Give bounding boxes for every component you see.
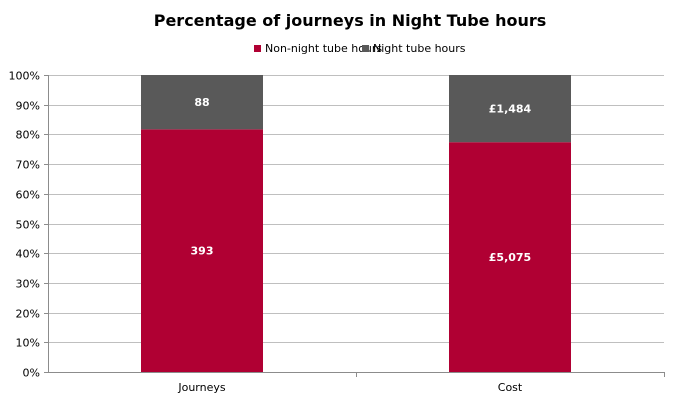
- y-tick-label: 0%: [23, 367, 40, 380]
- y-tick-label: 30%: [16, 278, 40, 291]
- legend-swatch-night: [362, 45, 369, 52]
- bar-segment: [449, 142, 571, 372]
- data-label: 393: [191, 245, 214, 258]
- y-tick-label: 100%: [9, 70, 40, 83]
- bar-segment: [141, 75, 263, 130]
- y-tick-label: 70%: [16, 159, 40, 172]
- y-tick-label: 50%: [16, 219, 40, 232]
- y-tick-label: 60%: [16, 189, 40, 202]
- y-tick-label: 40%: [16, 248, 40, 261]
- axes: [48, 75, 665, 377]
- y-tick-label: 90%: [16, 100, 40, 113]
- chart-title: Percentage of journeys in Night Tube hou…: [154, 11, 547, 30]
- legend-label-non-night: Non-night tube hours: [265, 42, 382, 55]
- bar-segment: [449, 75, 571, 143]
- x-category-label: Journeys: [177, 381, 226, 394]
- y-tick-label: 10%: [16, 337, 40, 350]
- legend: Non-night tube hours Night tube hours: [254, 42, 466, 55]
- gridlines: [48, 75, 664, 343]
- data-label: 88: [194, 96, 209, 109]
- y-tick-label: 80%: [16, 129, 40, 142]
- data-label: £1,484: [489, 103, 532, 116]
- data-label: £5,075: [489, 251, 531, 264]
- y-axis-ticks: 0% 10% 20% 30% 40% 50% 60% 70% 80% 90% 100%: [9, 70, 48, 380]
- legend-swatch-non-night: [254, 45, 261, 52]
- x-category-label: Cost: [498, 381, 523, 394]
- x-axis-categories: Journeys Cost: [177, 381, 523, 394]
- bars: 393 88 £5,075 £1,484: [141, 75, 571, 372]
- bar-segment: [141, 129, 263, 372]
- legend-label-night: Night tube hours: [373, 42, 466, 55]
- y-tick-label: 20%: [16, 308, 40, 321]
